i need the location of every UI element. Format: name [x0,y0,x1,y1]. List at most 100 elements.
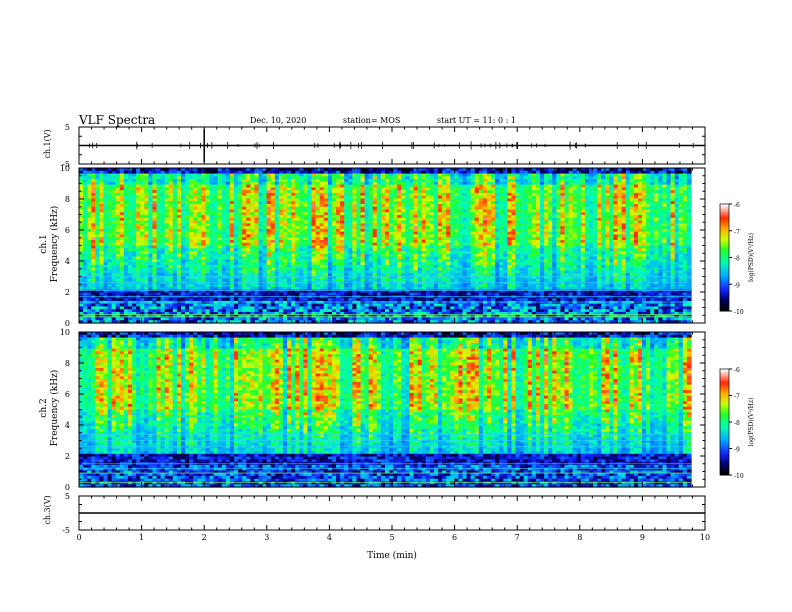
spectrogram-cell [238,309,243,313]
spectrogram-cell [140,212,145,216]
spectrogram-cell [99,206,105,211]
spectrogram-cell [225,314,231,319]
spectrogram-cell [189,298,194,302]
spectrogram-cell [238,234,243,238]
spectrogram-cell [221,292,227,296]
spectrogram-cell [225,195,231,200]
spectrogram-cell [99,320,105,324]
spectrogram-cell [87,231,92,236]
spectrogram-cell [185,281,190,285]
spectrogram-cell [242,206,247,211]
spectrogram-cell [201,203,207,208]
spectrogram-cell [115,203,121,208]
spectrogram-cell [250,206,256,211]
spectrogram-cell [107,228,113,233]
spectrogram-cell [201,184,207,188]
spectrogram-cell [95,300,100,305]
spectrogram-cell [213,195,219,200]
spectrogram-cell [225,215,231,219]
spectrogram-cell [152,179,158,183]
spectrogram-cell [123,311,129,316]
spectrogram-cell [197,195,202,200]
spectrogram-cell [185,284,190,288]
spectrogram-cell [136,170,141,175]
spectrogram-cell [225,306,231,310]
spectrogram-cell [189,179,194,183]
spectrogram-cell [176,173,182,177]
spectrogram-cell [119,300,125,305]
spectrogram-cell [107,234,113,238]
spectrogram-cell [119,298,125,302]
spectrogram-cell [107,231,113,236]
spectrogram-cell [172,278,178,283]
spectrogram-cell [176,281,182,285]
spectrogram-cell [115,306,121,310]
spectrogram-cell [123,220,129,224]
spectrogram-cell [189,215,194,219]
spectrogram-cell [238,198,243,202]
spectrogram-cell [144,245,149,249]
spectrogram-cell [217,242,223,247]
spectrogram-cell [197,314,202,319]
spectrogram-cell [160,168,166,172]
spectrogram-cell [140,170,145,175]
spectrogram-cell [152,195,158,200]
spectrogram-cell [127,311,133,316]
spectrogram-cell [193,300,198,305]
spectrogram-cell [132,181,137,186]
spectrogram-cell [246,187,251,191]
spectrogram-cell [160,256,166,260]
spectrogram-cell [254,226,260,230]
spectrogram-cell [238,168,243,172]
spectrogram-cell [254,320,260,324]
spectrogram-cell [140,275,145,280]
spectrogram-cell [234,173,239,177]
spectrogram-cell [172,198,178,202]
spectrogram-cell [168,190,174,194]
spectrogram-cell [225,287,231,291]
spectrogram-cell [172,239,178,244]
spectrogram-cell [87,192,92,197]
spectrogram-cell [152,212,158,216]
spectrogram-cell [201,287,207,291]
spectrogram-cell [95,275,100,280]
spectrogram-cell [168,262,174,266]
spectrogram-cell [103,275,109,280]
spectrogram-cell [168,195,174,200]
spectrogram-cell [238,273,243,277]
spectrogram-cell [172,184,178,188]
spectrogram-cell [115,179,121,183]
spectrogram-cell [234,251,239,255]
spectrogram-cell [91,309,96,313]
spectrogram-cell [225,209,231,213]
spectrogram-cell [115,320,121,324]
spectrogram-cell [201,226,207,230]
spectrogram-cell [225,228,231,233]
spectrogram-cell [83,173,88,177]
spectrogram-cell [87,264,92,269]
spectrogram-cell [225,267,231,272]
spectrogram-cell [217,226,223,230]
spectrogram-cell [87,170,92,175]
spectrogram-cell [234,215,239,219]
spectrogram-cell [148,209,154,213]
spectrogram-cell [229,306,235,310]
spectrogram-cell [246,256,251,260]
spectrogram-cell [250,184,256,188]
spectrogram-cell [103,198,109,202]
spectrogram-cell [213,262,219,266]
spectrogram-cell [172,237,178,241]
spectrogram-cell [136,287,141,291]
spectrogram-cell [144,311,149,316]
spectrogram-cell [213,287,219,291]
spectrogram-cell [91,220,96,224]
spectrogram-cell [254,203,260,208]
spectrogram-cell [156,184,162,188]
spectrogram-cell [103,228,109,233]
spectrogram-cell [250,284,256,288]
spectrogram-cell [123,259,129,263]
spectrogram-cell [242,176,247,180]
spectrogram-cell [168,184,174,188]
spectrogram-cell [144,203,149,208]
spectrogram-cell [144,262,149,266]
